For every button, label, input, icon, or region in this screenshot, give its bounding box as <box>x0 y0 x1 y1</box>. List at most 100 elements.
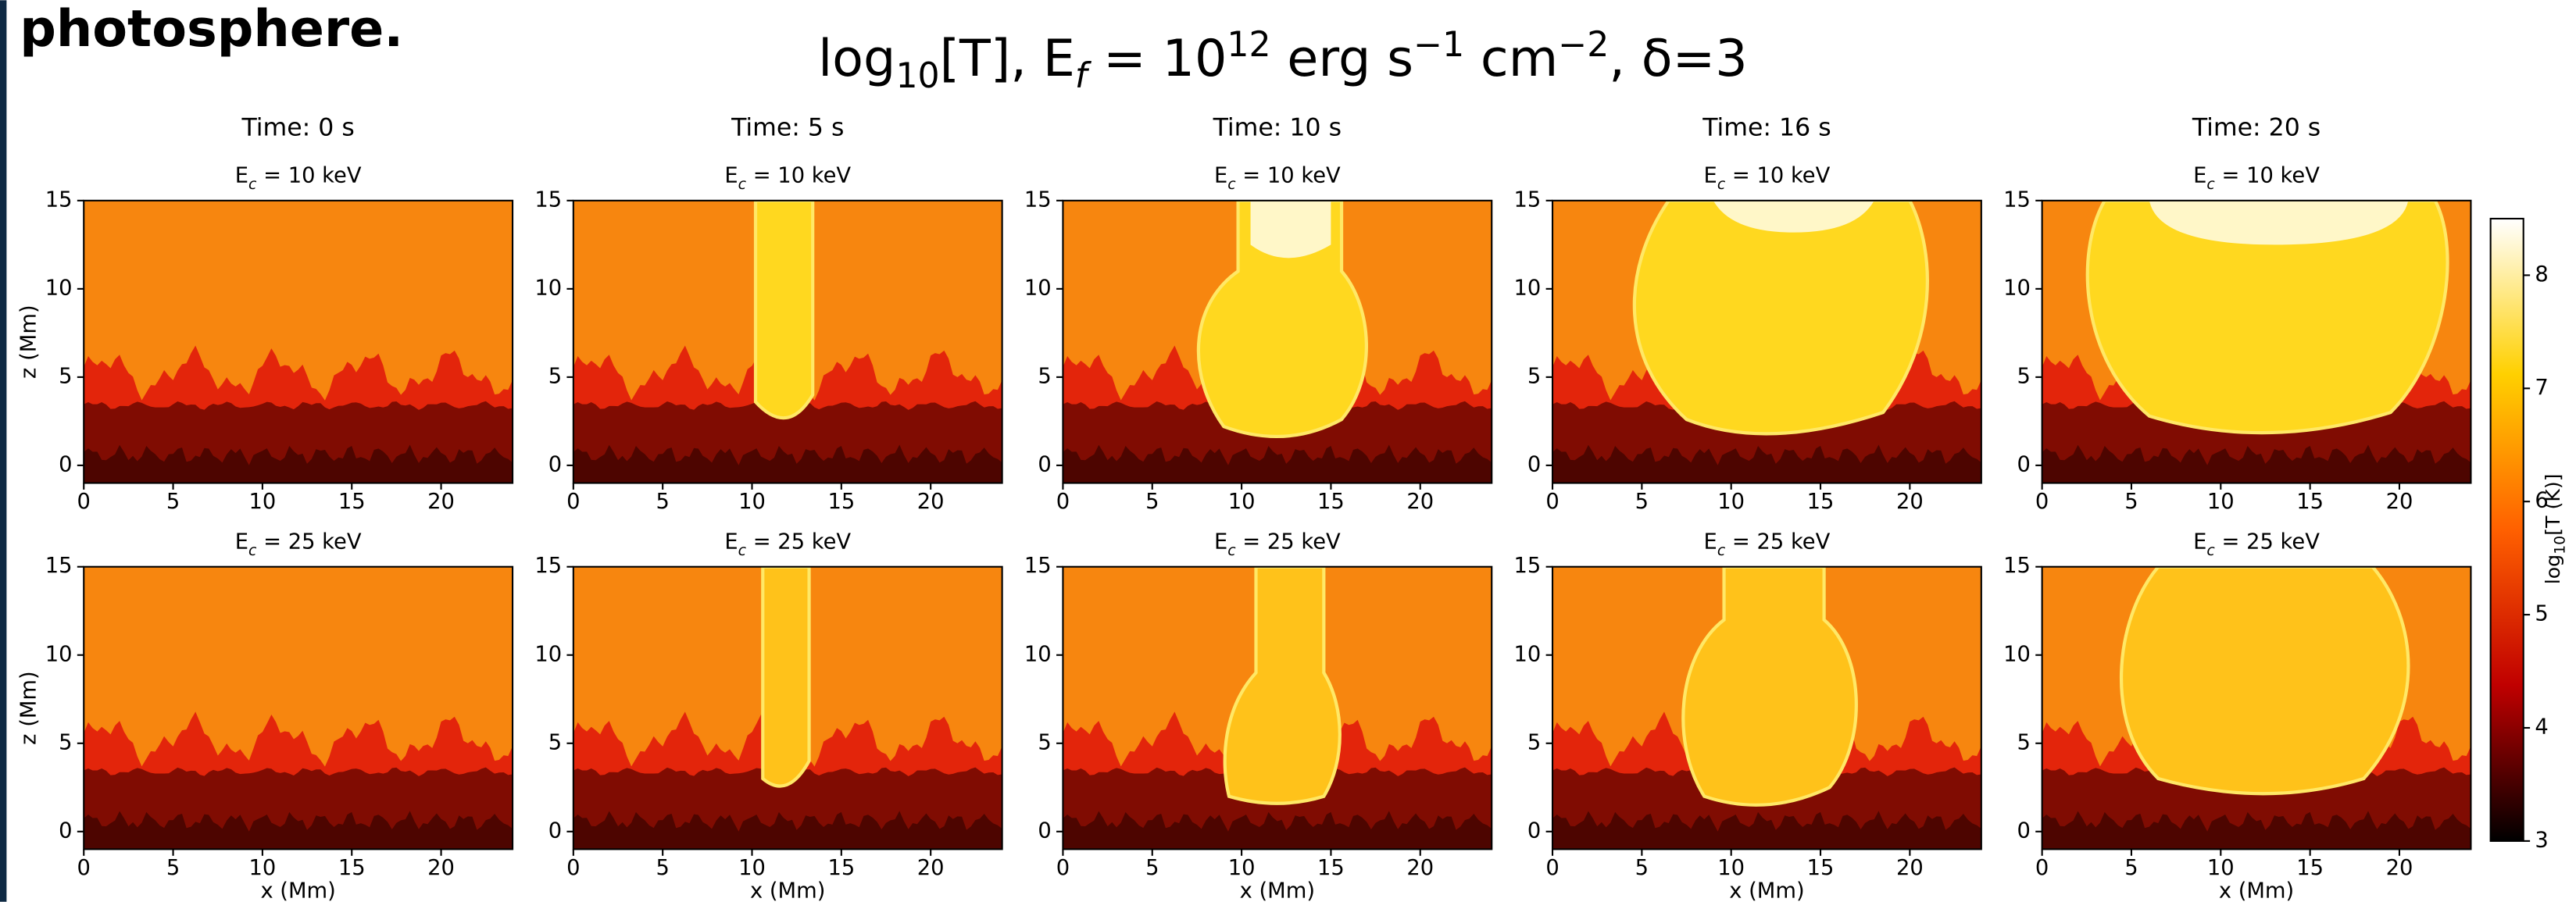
y-tick-label: 15 <box>534 187 562 212</box>
panel-label-part: E <box>2193 164 2206 188</box>
x-tick-label: 0 <box>566 490 580 514</box>
x-tick-label: 5 <box>166 856 180 880</box>
x-tick-label: 0 <box>77 490 91 514</box>
y-tick-label: 10 <box>534 642 562 666</box>
heatmap-panel <box>1063 200 1492 483</box>
panel-label: Ec = 25 keV <box>1214 530 1341 559</box>
x-tick-label: 5 <box>656 490 669 514</box>
colorbar-tick-label: 4 <box>2535 715 2548 739</box>
y-tick-label: 10 <box>534 276 562 300</box>
y-tick-label: 10 <box>45 276 73 300</box>
x-tick-label: 10 <box>1717 856 1745 880</box>
heatmap-panel <box>573 566 1002 850</box>
panel-label: Ec = 10 keV <box>1214 164 1341 193</box>
x-axis-label: x (Mm) <box>260 879 335 902</box>
panel-label-part: = 25 keV <box>1236 530 1341 554</box>
title-part: −1 <box>1413 25 1464 65</box>
field-flare <box>2120 566 2410 796</box>
y-tick-label: 15 <box>2003 554 2031 578</box>
y-tick-label: 0 <box>1038 452 1051 476</box>
panel-label-part: c <box>738 542 747 559</box>
y-tick-label: 15 <box>2003 187 2031 212</box>
y-tick-label: 15 <box>1514 554 1542 578</box>
x-tick-label: 5 <box>2124 856 2138 880</box>
panel-label-part: = 10 keV <box>1725 164 1830 188</box>
left-edge-bar <box>0 0 7 902</box>
field-flare <box>1681 566 1858 807</box>
field-flare-core <box>1713 200 1874 233</box>
y-tick-label: 0 <box>1527 818 1541 843</box>
panel-label-part: c <box>2206 176 2215 193</box>
y-tick-label: 0 <box>1038 818 1051 843</box>
field-deep <box>2042 811 2471 850</box>
x-tick-label: 5 <box>1635 856 1649 880</box>
y-tick-label: 15 <box>45 187 73 212</box>
x-tick-label: 15 <box>827 856 855 880</box>
panel-label-part: c <box>738 176 747 193</box>
field-flare <box>2085 200 2449 435</box>
x-tick-label: 20 <box>1896 490 1924 514</box>
panel-label-part: = 25 keV <box>1725 530 1830 554</box>
panel-label-part: c <box>1717 542 1726 559</box>
x-tick-label: 10 <box>738 490 766 514</box>
x-tick-label: 0 <box>1056 856 1070 880</box>
x-tick-label: 5 <box>1145 856 1159 880</box>
colorbar-tick-label: 7 <box>2535 376 2548 400</box>
x-tick-label: 5 <box>2124 490 2138 514</box>
panel-label: Ec = 25 keV <box>724 530 851 559</box>
x-tick-label: 15 <box>1317 856 1345 880</box>
y-tick-label: 5 <box>2017 364 2031 388</box>
y-tick-label: 0 <box>59 818 72 843</box>
panel-label-part: c <box>1717 176 1726 193</box>
panel-frame <box>572 199 1003 484</box>
x-tick-label: 15 <box>1807 856 1835 880</box>
y-axis-label: z (Mm) <box>16 305 41 379</box>
y-tick-label: 0 <box>59 452 72 476</box>
panel-label: Ec = 10 keV <box>2193 164 2320 193</box>
x-tick-label: 10 <box>2207 490 2235 514</box>
x-tick-label: 15 <box>338 490 366 514</box>
title-part: , δ=3 <box>1609 29 1747 88</box>
panel-label: Ec = 10 keV <box>1704 164 1831 193</box>
x-tick-label: 0 <box>1545 490 1559 514</box>
colorbar-tick-label: 5 <box>2535 602 2548 626</box>
y-tick-label: 10 <box>1024 642 1052 666</box>
page-heading: photosphere. <box>20 0 403 59</box>
heatmap-panel <box>2042 200 2471 483</box>
y-tick-label: 5 <box>1038 364 1051 388</box>
field-deep <box>84 444 513 483</box>
panel-label-part: E <box>1214 530 1227 554</box>
x-tick-label: 20 <box>1406 856 1434 880</box>
field-deep <box>2042 444 2471 483</box>
panel-label-part: = 25 keV <box>746 530 851 554</box>
panel-label-part: E <box>1704 164 1717 188</box>
y-tick-label: 0 <box>1527 452 1541 476</box>
x-axis-label: x (Mm) <box>2219 879 2294 902</box>
title-part: 12 <box>1227 25 1270 65</box>
x-tick-label: 15 <box>827 490 855 514</box>
y-tick-label: 5 <box>59 730 72 754</box>
y-tick-label: 0 <box>548 452 562 476</box>
x-tick-label: 20 <box>427 856 455 880</box>
field-flare <box>1196 200 1368 438</box>
heatmap-panel <box>2042 566 2471 850</box>
panel-frame <box>1551 565 1982 850</box>
y-tick-label: 15 <box>1024 554 1052 578</box>
x-tick-label: 10 <box>2207 856 2235 880</box>
panel-label-part: c <box>1227 176 1236 193</box>
y-tick-label: 10 <box>45 642 73 666</box>
x-axis-label: x (Mm) <box>1729 879 1804 902</box>
heatmap-panel <box>84 566 513 850</box>
x-axis-label: x (Mm) <box>750 879 825 902</box>
panel-frame <box>572 565 1003 850</box>
panel-label: Ec = 25 keV <box>2193 530 2320 559</box>
panel-label-part: E <box>1704 530 1717 554</box>
x-tick-label: 20 <box>2386 856 2413 880</box>
x-tick-label: 15 <box>2296 490 2324 514</box>
title-part: = 10 <box>1087 29 1227 88</box>
title-part: −2 <box>1558 25 1609 65</box>
y-tick-label: 15 <box>45 554 73 578</box>
panel-label-part: c <box>2206 542 2215 559</box>
panel-label: Ec = 10 keV <box>724 164 851 193</box>
